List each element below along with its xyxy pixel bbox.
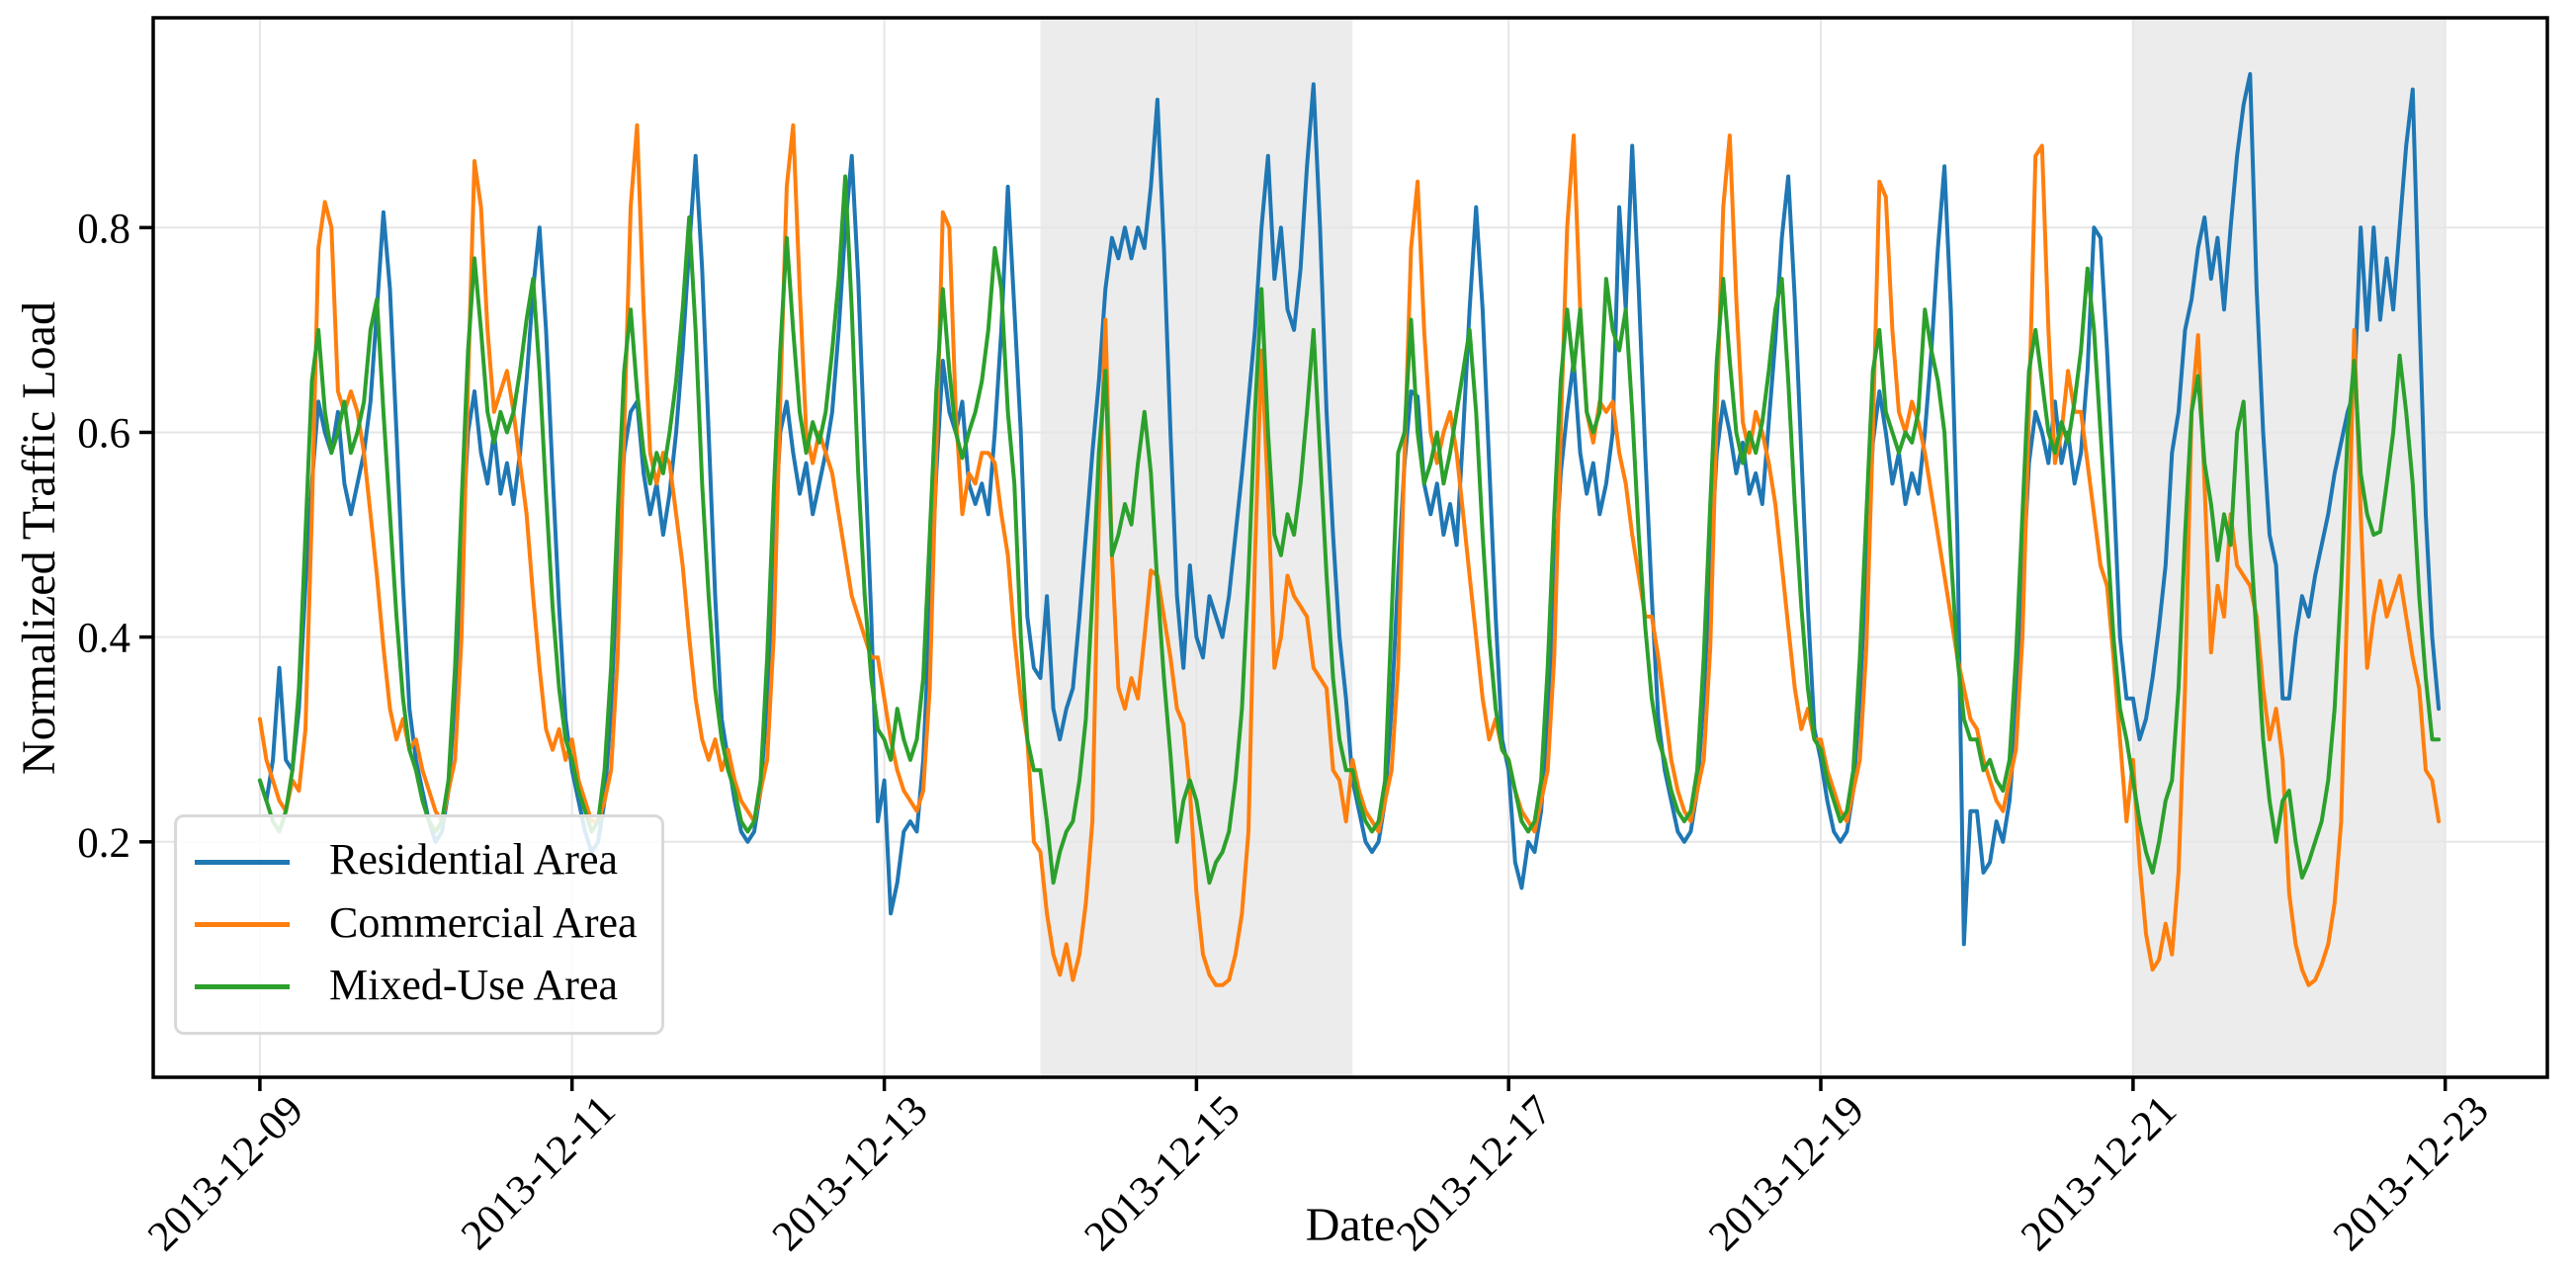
y-tick-label: 0.4 <box>77 616 130 662</box>
legend-label: Residential Area <box>329 835 619 885</box>
legend-label: Commercial Area <box>329 897 638 947</box>
y-tick-label: 0.2 <box>77 820 130 867</box>
series-line-commercial-area <box>257 123 2442 987</box>
y-tick-label: 0.8 <box>77 206 130 252</box>
plot-border <box>151 16 2549 1079</box>
commercial-line-swatch <box>195 922 290 927</box>
legend: Residential Area Commercial Area Mixed-U… <box>174 814 664 1035</box>
mixed-use-line-swatch <box>195 984 290 990</box>
legend-item-mixed-use: Mixed-Use Area <box>195 960 661 1011</box>
x-tick-label: 2013-12-19 <box>1700 1087 1873 1260</box>
series-line-mixed-use-area <box>257 174 2442 886</box>
x-tick-label: 2013-12-21 <box>2013 1087 2186 1260</box>
y-axis-label: Normalized Traffic Load <box>13 301 65 775</box>
weekend-highlight-2 <box>2132 18 2446 1077</box>
x-tick-label: 2013-12-13 <box>764 1087 937 1260</box>
legend-label: Mixed-Use Area <box>329 960 619 1009</box>
x-axis-label: Date <box>1305 1199 1396 1251</box>
y-tick-label: 0.6 <box>77 411 130 458</box>
residential-line-swatch <box>195 859 290 865</box>
legend-item-residential: Residential Area <box>195 838 661 886</box>
x-tick-label: 2013-12-11 <box>453 1087 625 1259</box>
x-tick-label: 2013-12-23 <box>2325 1087 2498 1260</box>
legend-item-commercial: Commercial Area <box>195 897 661 949</box>
x-tick-label: 2013-12-09 <box>139 1087 312 1260</box>
